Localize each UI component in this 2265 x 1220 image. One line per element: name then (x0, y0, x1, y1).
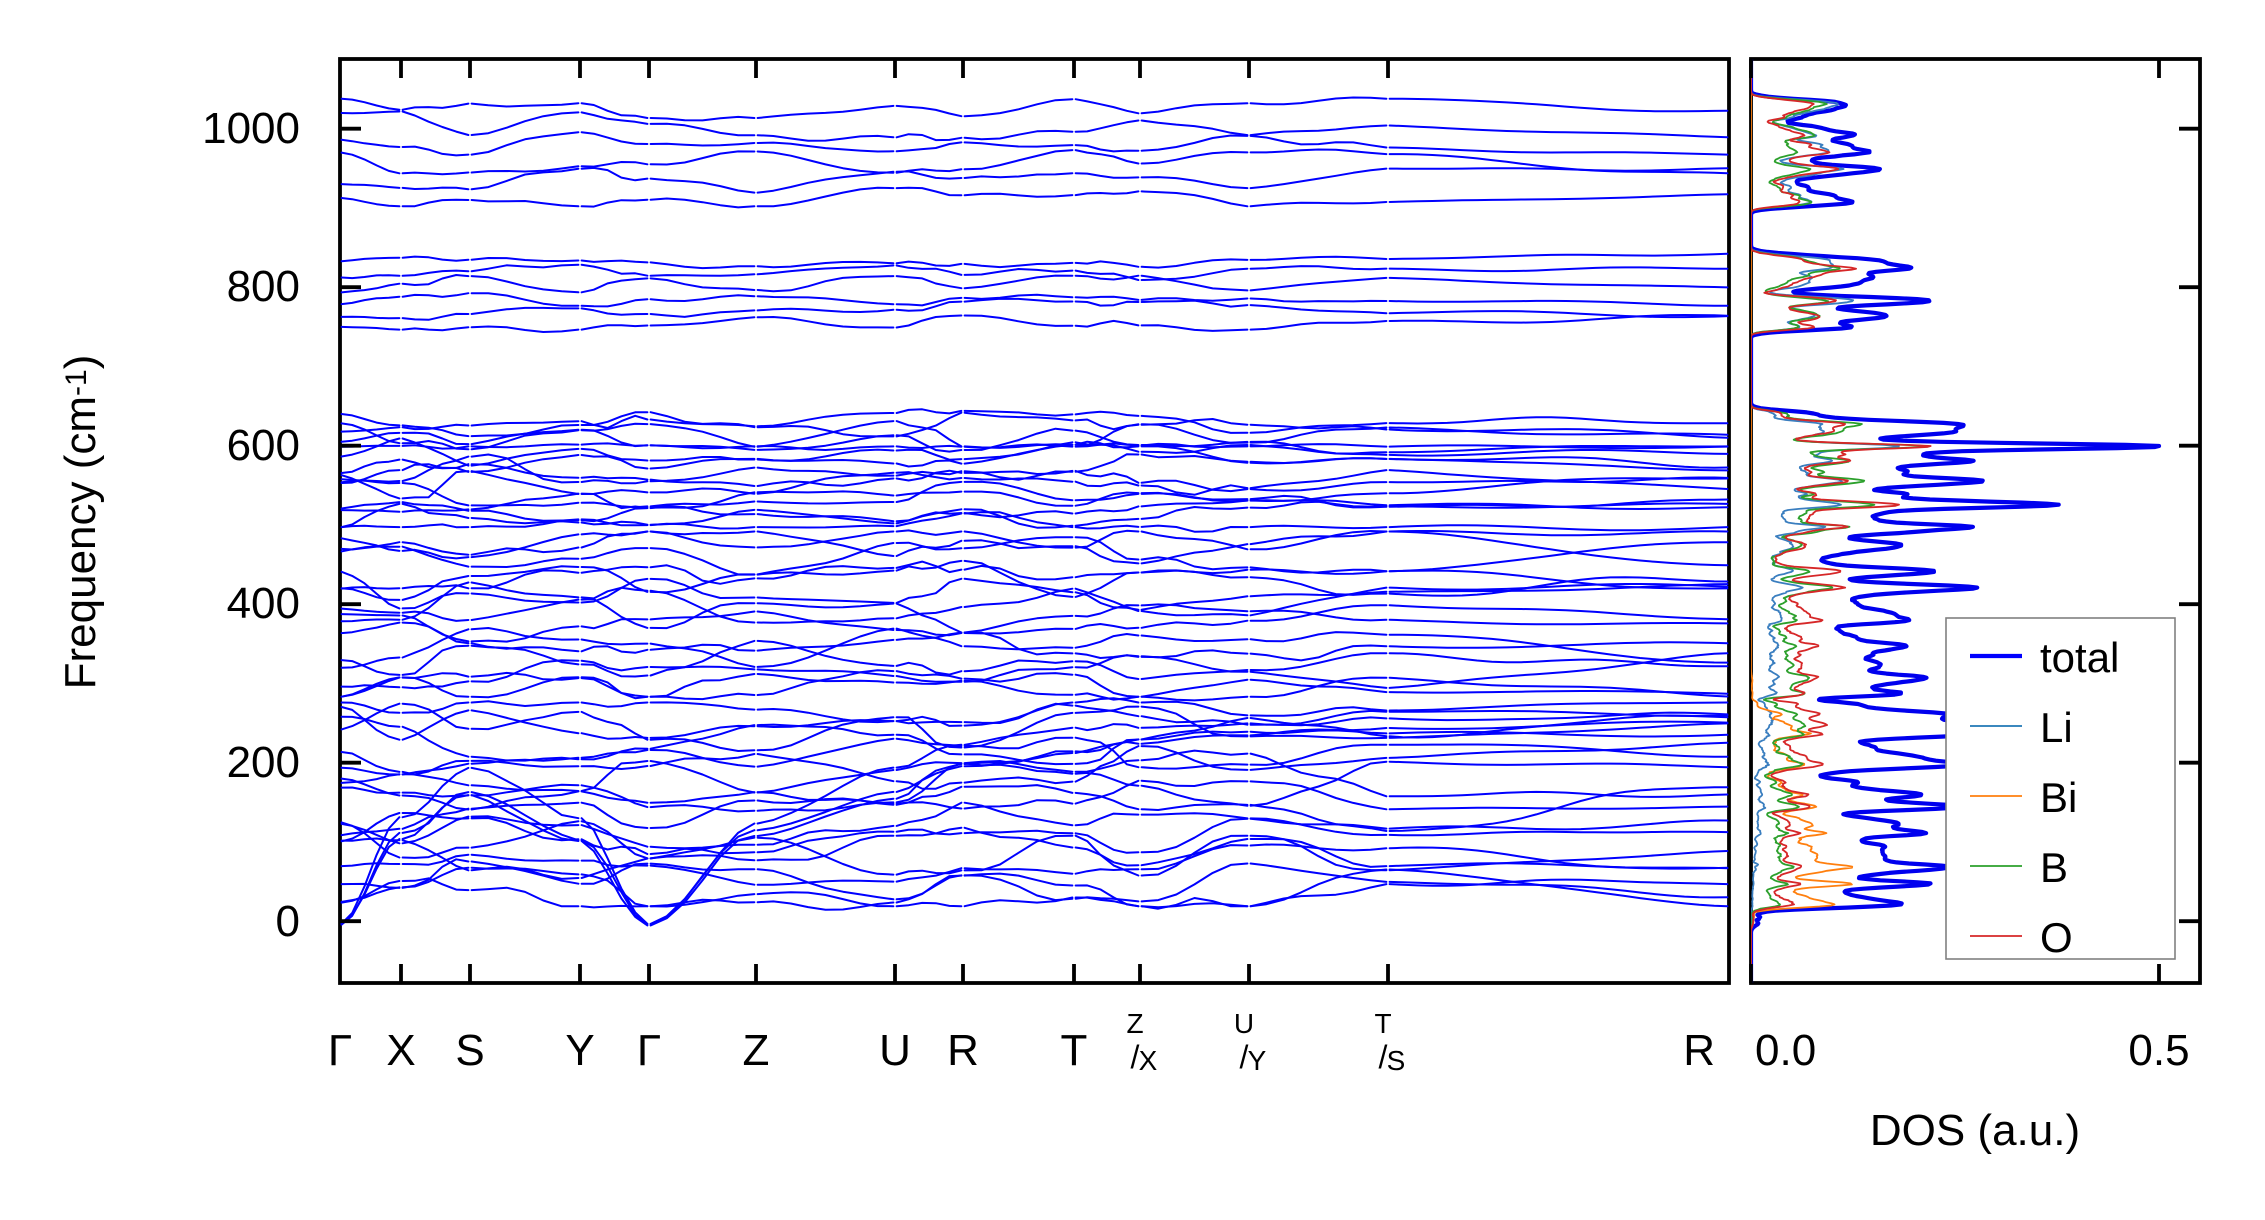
svg-text:X: X (386, 1026, 415, 1075)
svg-text:Frequency (cm-1): Frequency (cm-1) (56, 355, 105, 690)
svg-text:400: 400 (227, 579, 300, 628)
svg-text:Li: Li (2040, 704, 2073, 751)
svg-text:X: X (1139, 1045, 1158, 1076)
svg-text:O: O (2040, 914, 2073, 961)
svg-text:Γ: Γ (328, 1026, 352, 1075)
svg-text:0: 0 (276, 897, 300, 946)
svg-text:U: U (1234, 1008, 1254, 1039)
svg-text:Y: Y (565, 1026, 594, 1075)
svg-text:0.0: 0.0 (1755, 1026, 1816, 1075)
svg-text:R: R (947, 1026, 979, 1075)
svg-text:T: T (1061, 1026, 1088, 1075)
svg-text:200: 200 (227, 738, 300, 787)
svg-text:total: total (2040, 634, 2119, 681)
svg-text:S: S (455, 1026, 484, 1075)
svg-text:R: R (1683, 1026, 1715, 1075)
svg-text:1000: 1000 (202, 104, 300, 153)
svg-text:0.5: 0.5 (2128, 1026, 2189, 1075)
svg-text:Bi: Bi (2040, 774, 2077, 821)
svg-text:U: U (879, 1026, 911, 1075)
svg-text:600: 600 (227, 421, 300, 470)
svg-text:Z: Z (1126, 1008, 1143, 1039)
svg-text:T: T (1374, 1008, 1391, 1039)
svg-text:B: B (2040, 844, 2068, 891)
svg-text:S: S (1387, 1045, 1406, 1076)
svg-text:Γ: Γ (637, 1026, 661, 1075)
svg-text:Z: Z (743, 1026, 770, 1075)
svg-text:DOS (a.u.): DOS (a.u.) (1870, 1106, 2080, 1155)
svg-text:800: 800 (227, 262, 300, 311)
svg-text:Y: Y (1248, 1045, 1267, 1076)
